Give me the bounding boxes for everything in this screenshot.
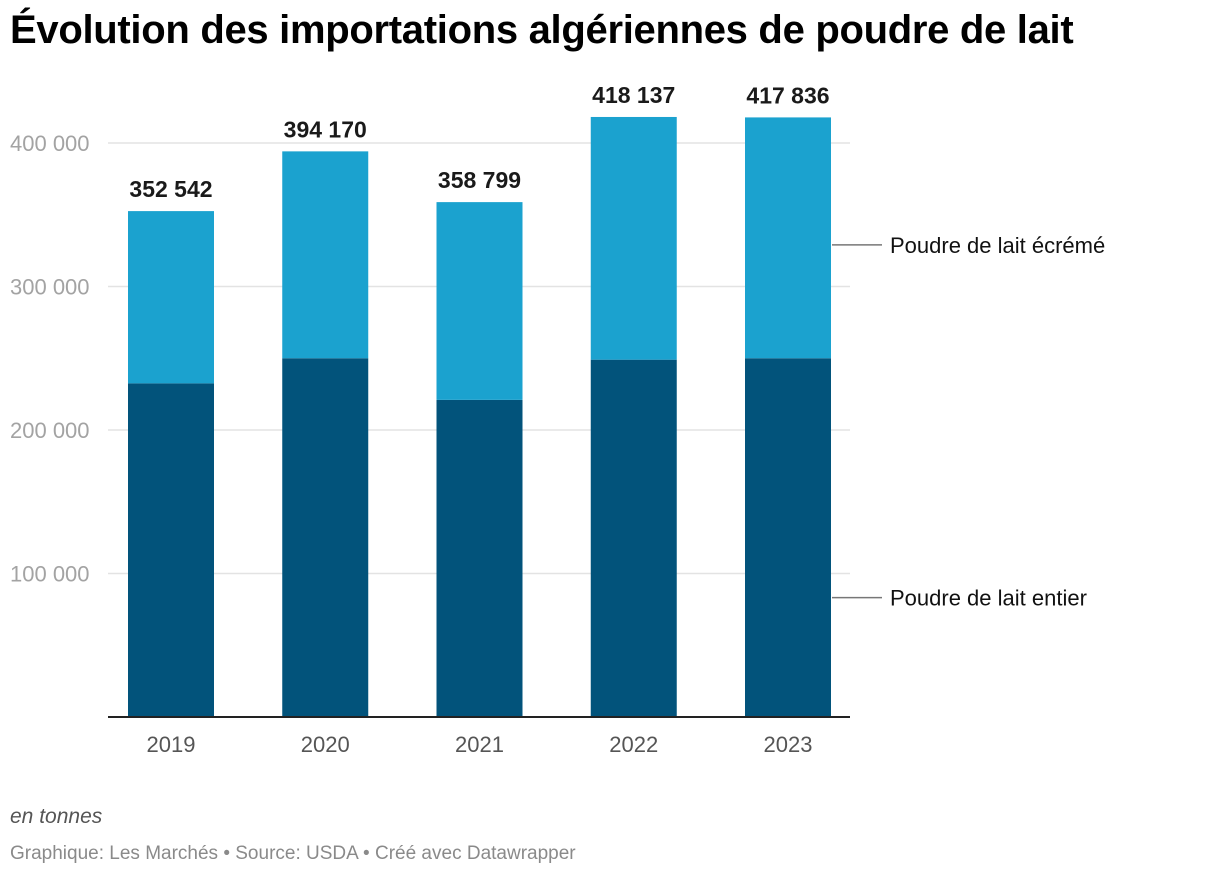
total-value-label: 358 799 [438,167,521,193]
bar-segment-entier-2019 [128,383,214,717]
unit-note: en tonnes [10,805,103,828]
x-tick-label: 2019 [147,732,196,757]
bar-segment-entier-2020 [282,358,369,717]
source-credit: Graphique: Les Marchés • Source: USDA • … [10,843,576,864]
y-tick-label: 400 000 [10,131,90,156]
x-tick-label: 2023 [764,732,813,757]
labels: 100 000 200 000 300 000 400 000 352 542 2019 3… [10,82,830,757]
bar-segment-ecreme-2019 [128,211,214,384]
bar-segment-ecreme-2023 [745,117,831,359]
total-value-label: 417 836 [746,82,829,108]
x-tick-label: 2021 [455,732,504,757]
x-tick-label: 2022 [609,732,658,757]
bar-segment-entier-2022 [590,359,677,717]
total-value-label: 352 542 [129,176,212,202]
bars [128,116,831,717]
bar-segment-ecreme-2022 [590,116,677,360]
bar-segment-entier-2023 [745,358,831,717]
legend: Poudre de lait entier Poudre de lait écré… [832,233,1105,611]
y-tick-label: 100 000 [10,562,90,587]
bar-chart: 100 000 200 000 300 000 400 000 352 542 2019 3… [10,82,1105,757]
x-tick-label: 2020 [301,732,350,757]
chart-title: Évolution des importations algériennes d… [10,8,1074,52]
y-tick-label: 300 000 [10,275,90,300]
bar-segment-entier-2021 [436,399,523,717]
legend-label: Poudre de lait écrémé [890,233,1105,258]
legend-label: Poudre de lait entier [890,586,1087,611]
y-tick-label: 200 000 [10,418,90,443]
total-value-label: 418 137 [592,82,675,108]
total-value-label: 394 170 [284,116,367,142]
bar-segment-ecreme-2021 [436,202,523,400]
bar-segment-ecreme-2020 [282,151,369,359]
